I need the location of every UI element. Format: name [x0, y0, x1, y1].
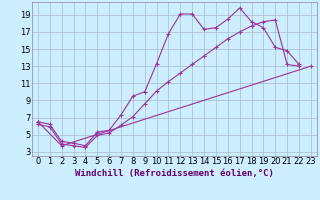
X-axis label: Windchill (Refroidissement éolien,°C): Windchill (Refroidissement éolien,°C): [75, 169, 274, 178]
